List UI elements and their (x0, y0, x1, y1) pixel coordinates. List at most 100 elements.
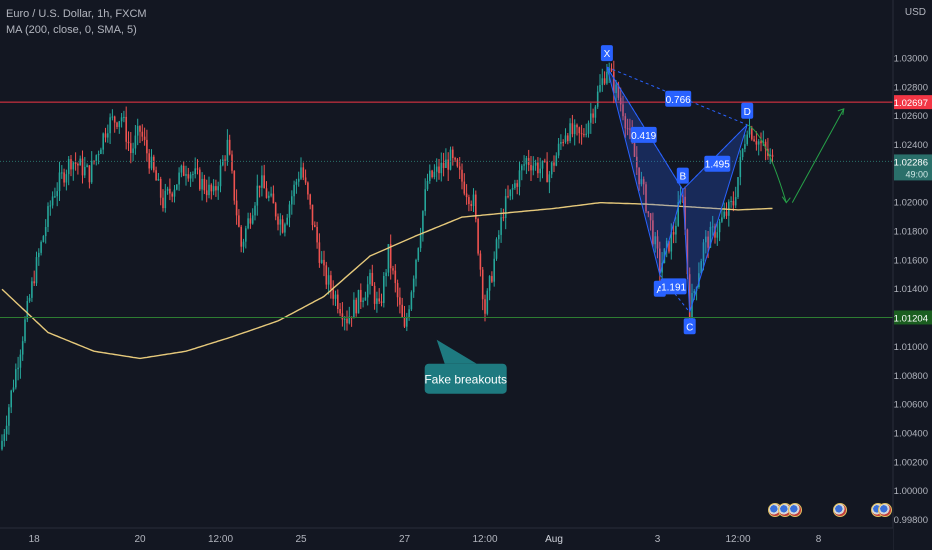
candle-body (215, 186, 217, 191)
candle-body (412, 278, 415, 293)
candle-body (171, 193, 173, 197)
candle-body (309, 194, 311, 205)
price-tick-label: 1.00000 (894, 486, 928, 497)
candle-body (54, 196, 56, 198)
candle-body (744, 144, 746, 149)
candle-body (677, 202, 679, 226)
candle-body (562, 142, 564, 144)
candle-body (242, 241, 245, 247)
price-label-text: 1.02697 (894, 98, 928, 109)
candle-body (10, 390, 12, 408)
candle-body (84, 166, 86, 176)
candle-body (760, 141, 762, 144)
candle-body (711, 226, 714, 228)
candle-body (392, 268, 394, 271)
candle-body (293, 184, 295, 197)
candle-body (159, 178, 162, 198)
candle-body (537, 162, 539, 174)
candle-body (599, 84, 601, 92)
price-tick-label: 1.01000 (894, 342, 928, 353)
candle-body (730, 200, 732, 202)
candle-body (33, 281, 35, 284)
candle-body (231, 154, 233, 171)
candle-body (166, 188, 169, 191)
candle-body (686, 229, 689, 275)
candle-body (560, 142, 562, 144)
candle-body (721, 217, 723, 222)
candle-body (360, 289, 362, 302)
candle-body (507, 196, 509, 198)
candle-body (348, 316, 351, 324)
candle-body (217, 186, 219, 191)
candle-body (302, 167, 305, 178)
candle-body (624, 116, 627, 129)
candle-body (422, 211, 424, 235)
candle-body (548, 174, 551, 183)
candle-body (458, 166, 461, 170)
candle-body (8, 407, 10, 426)
candle-body (134, 135, 137, 149)
candle-body (406, 317, 408, 327)
candle-body (378, 298, 380, 302)
candle-body (251, 215, 254, 224)
candle-body (5, 425, 8, 435)
time-tick-label: 3 (655, 534, 661, 545)
candle-body (516, 183, 518, 187)
candle-body (394, 270, 397, 284)
time-tick-label: 12:00 (208, 534, 233, 545)
candle-body (757, 141, 760, 145)
harmonic-point-label: D (744, 107, 751, 118)
moving-average-line (1, 202, 773, 360)
price-tick-label: 1.01600 (894, 255, 928, 266)
candle-body (228, 139, 231, 155)
price-tick-label: 1.00200 (894, 457, 928, 468)
candle-body (723, 211, 725, 218)
candle-body (40, 241, 42, 253)
candle-body (417, 248, 420, 260)
candle-body (320, 259, 323, 263)
candle-body (638, 167, 640, 185)
candle-body (452, 149, 454, 158)
candle-body (17, 367, 19, 370)
candle-body (337, 294, 339, 310)
candle-body (619, 97, 622, 105)
candle-body (314, 225, 316, 227)
candle-body (341, 313, 344, 320)
candle-body (663, 248, 666, 264)
candle-body (603, 78, 606, 84)
symbol-title[interactable]: Euro / U.S. Dollar, 1h, FXCM (6, 8, 147, 20)
economic-event-icon[interactable] (833, 503, 847, 517)
candle-body (247, 218, 249, 229)
candle-body (277, 216, 279, 225)
candle-body (486, 290, 489, 314)
candle-body (120, 117, 123, 122)
price-tick-label: 0.99800 (894, 515, 928, 526)
candle-body (49, 205, 52, 207)
candle-body (24, 319, 26, 342)
candle-body (330, 275, 332, 290)
candle-body (118, 121, 121, 127)
candle-body (707, 236, 709, 248)
candle-body (557, 143, 560, 156)
bar-countdown: 49:00 (905, 169, 928, 179)
candle-body (725, 211, 728, 216)
candle-body (123, 116, 125, 118)
candle-body (304, 177, 307, 183)
candle-body (617, 84, 620, 98)
candle-body (573, 124, 576, 135)
candle-body (316, 226, 318, 243)
economic-event-icon[interactable] (788, 503, 802, 517)
time-tick-label: 12:00 (472, 534, 497, 545)
candle-body (415, 259, 417, 279)
chart-legend: Euro / U.S. Dollar, 1h, FXCM MA (200, cl… (6, 6, 147, 38)
candle-body (498, 234, 500, 240)
price-tick-label: 1.02000 (894, 198, 928, 209)
economic-event-icon[interactable] (878, 503, 892, 517)
candle-body (254, 205, 256, 216)
indicator-title[interactable]: MA (200, close, 0, SMA, 5) (6, 24, 137, 36)
candle-body (300, 167, 302, 179)
candle-body (70, 159, 72, 170)
harmonic-ratio-line (606, 66, 748, 126)
candle-body (210, 184, 213, 192)
